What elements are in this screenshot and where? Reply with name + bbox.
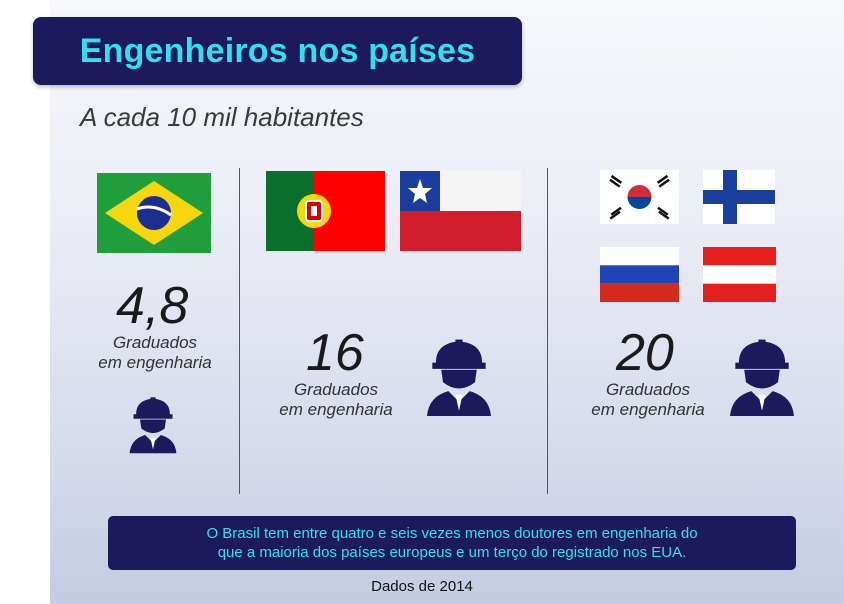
caption-group-2: Graduados em engenharia (266, 380, 406, 420)
caption-line-1: Graduados (112, 333, 198, 352)
note-line-1: O Brasil tem entre quatro e seis vezes m… (206, 525, 698, 542)
portugal-flag (266, 171, 385, 251)
caption-line-2: em engenharia (591, 400, 705, 419)
austria-flag (703, 247, 776, 302)
south-korea-flag (600, 170, 679, 224)
page-title: Engenheiros nos países (79, 31, 476, 70)
chile-flag (400, 171, 521, 251)
note-banner: O Brasil tem entre quatro e seis vezes m… (108, 516, 796, 570)
column-divider-1 (239, 168, 240, 494)
background-panel (50, 0, 844, 604)
engineer-worker-icon (127, 394, 179, 459)
title-banner: Engenheiros nos países (33, 17, 522, 85)
engineer-worker-icon (726, 336, 798, 421)
column-divider-2 (547, 168, 548, 494)
engineer-worker-icon (423, 336, 495, 421)
caption-group-3: Graduados em engenharia (578, 380, 718, 420)
caption-line-2: em engenharia (98, 353, 212, 372)
russia-flag (600, 247, 679, 302)
value-group-2: 16 (306, 324, 364, 382)
value-group-3: 20 (616, 324, 674, 382)
caption-line-1: Graduados (605, 380, 691, 399)
caption-group-1: Graduados em engenharia (80, 333, 230, 373)
source-label: Dados de 2014 (371, 578, 473, 595)
note-line-2: que a maioria dos países europeus e um t… (217, 544, 687, 561)
finland-flag (703, 170, 775, 224)
subtitle: A cada 10 mil habitantes (80, 102, 364, 132)
caption-line-1: Graduados (293, 380, 379, 399)
caption-line-2: em engenharia (279, 400, 393, 419)
brazil-flag (97, 173, 211, 253)
value-group-1: 4,8 (116, 277, 189, 335)
